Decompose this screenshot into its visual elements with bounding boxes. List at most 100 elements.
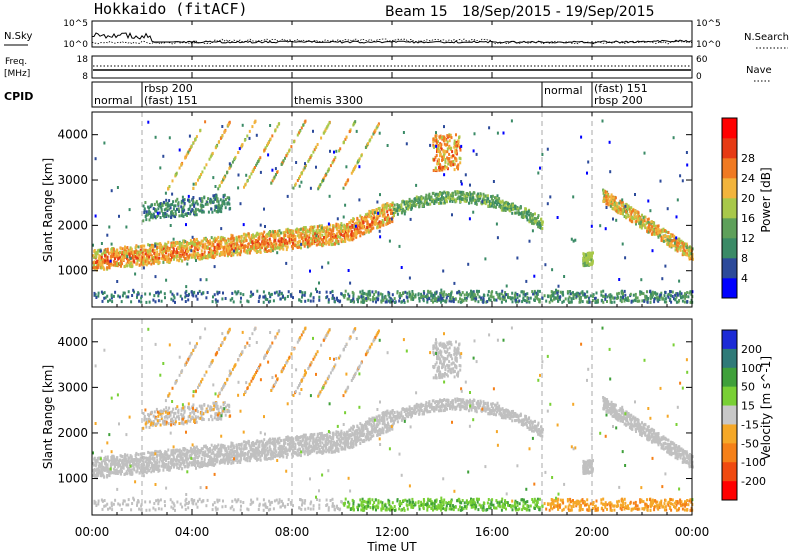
power-cell	[382, 203, 385, 207]
power-cell	[410, 297, 413, 301]
power-cell	[450, 291, 453, 295]
power-cell	[676, 245, 679, 248]
power-cell	[613, 198, 616, 202]
power-cell	[531, 229, 534, 233]
power-cell	[606, 201, 609, 205]
power-cell	[461, 291, 464, 295]
power-cell	[384, 296, 387, 300]
power-cell	[680, 239, 683, 243]
power-cell	[172, 299, 175, 303]
power-cell	[126, 246, 129, 249]
power-cell	[514, 204, 517, 208]
power-cell	[680, 292, 683, 296]
power-cell	[584, 263, 587, 267]
power-cell	[500, 292, 503, 296]
power-cell	[231, 240, 234, 244]
power-cell	[610, 193, 613, 197]
power-cell	[386, 213, 389, 217]
velocity-cell	[110, 469, 112, 473]
power-cell	[360, 224, 363, 228]
velocity-cell	[92, 463, 95, 467]
freq-right-tick-bottom: 0	[696, 72, 702, 82]
power-cell	[662, 239, 665, 243]
power-cell	[120, 259, 122, 263]
power-cell	[647, 221, 650, 224]
power-cell	[322, 178, 325, 182]
power-cell	[384, 205, 387, 209]
power-cell	[192, 182, 195, 186]
velocity-cell	[102, 468, 105, 472]
power-cell	[328, 194, 331, 198]
power-cell	[127, 295, 130, 299]
power-cell	[304, 291, 307, 295]
power-cell	[444, 160, 447, 164]
power-cell	[318, 295, 321, 299]
power-cell	[408, 293, 411, 297]
power-cell	[472, 196, 474, 200]
power-cell	[367, 230, 370, 234]
power-cell	[377, 123, 380, 127]
power-cell	[138, 299, 141, 303]
power-cell	[498, 199, 501, 203]
power-cell	[221, 125, 224, 128]
power-cell	[266, 238, 269, 242]
power-cell	[678, 245, 681, 249]
power-cell	[274, 129, 277, 133]
power-cell	[168, 246, 171, 250]
power-cell	[393, 207, 396, 211]
power-cell	[259, 250, 262, 254]
power-cell	[362, 295, 365, 299]
power-colorbar-block-1	[722, 258, 737, 279]
power-cell	[627, 299, 630, 303]
power-cell	[368, 225, 371, 229]
power-cell	[255, 163, 258, 167]
power-cell	[221, 134, 224, 138]
power-cell	[590, 261, 593, 265]
power-cell	[167, 240, 170, 244]
power-cell	[522, 214, 525, 218]
power-cell	[444, 164, 446, 168]
power-cell	[463, 293, 466, 297]
power-cell	[453, 142, 456, 146]
power-cell	[488, 297, 490, 301]
power-cell	[145, 213, 148, 217]
power-cell	[126, 264, 129, 268]
power-cell	[421, 196, 424, 200]
power-cell	[393, 214, 395, 218]
power-cell	[179, 248, 182, 252]
power-cell	[548, 300, 551, 304]
power-cell	[532, 218, 535, 222]
power-cell	[217, 200, 220, 204]
power-cell	[295, 230, 298, 234]
power-cell	[218, 239, 221, 243]
power-cell	[319, 236, 322, 240]
power-cell	[528, 300, 531, 304]
power-cell	[425, 197, 428, 201]
power-cell	[590, 259, 593, 263]
power-cell	[339, 235, 342, 239]
power-cell	[503, 203, 506, 207]
power-cell	[210, 207, 213, 211]
power-cell	[617, 208, 620, 212]
velocity-cell	[111, 462, 114, 466]
power-cell	[316, 143, 319, 146]
power-cell	[367, 142, 370, 146]
power-cell	[255, 239, 257, 242]
power-cell	[679, 248, 682, 252]
power-cell	[418, 198, 421, 202]
power-cell	[223, 237, 226, 241]
power-cell	[587, 296, 590, 300]
power-cell	[145, 218, 148, 222]
power-cell	[142, 219, 145, 223]
power-cell	[406, 291, 409, 295]
power-cell	[355, 129, 358, 133]
power-cell	[452, 296, 454, 300]
power-cell	[639, 290, 642, 294]
power-cell	[126, 257, 129, 261]
power-cell	[246, 179, 249, 183]
velocity-cell	[110, 455, 113, 459]
power-cell	[659, 233, 661, 237]
power-cell	[617, 205, 620, 209]
power-cell	[437, 144, 440, 147]
power-cell	[385, 298, 388, 302]
